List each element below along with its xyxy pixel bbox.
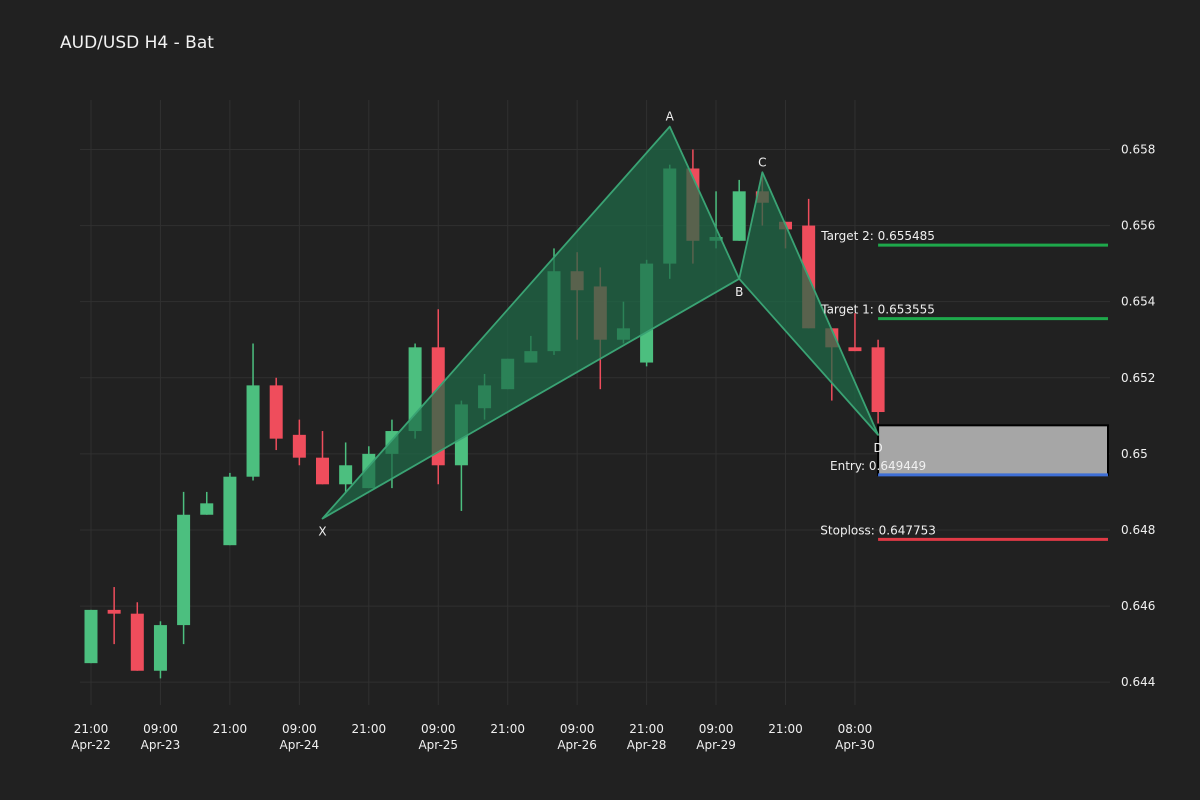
x-tick-date-label: Apr-22 [71, 738, 111, 752]
x-tick-date-label: Apr-30 [835, 738, 875, 752]
target1-label: Target 1: 0.653555 [820, 303, 935, 317]
x-tick-label: 09:00 [282, 722, 317, 736]
x-tick-label: 09:00 [143, 722, 178, 736]
x-tick-label: 09:00 [699, 722, 734, 736]
y-tick-label: 0.654 [1121, 295, 1155, 309]
x-tick-date-label: Apr-23 [141, 738, 181, 752]
x-tick-date-label: Apr-25 [418, 738, 458, 752]
pattern-point-label: B [735, 285, 743, 299]
x-tick-date-label: Apr-26 [557, 738, 597, 752]
y-tick-label: 0.656 [1121, 219, 1155, 233]
x-tick-label: 09:00 [560, 722, 595, 736]
candle-body [177, 514, 191, 626]
candle-body [200, 503, 214, 515]
candle-body [292, 434, 306, 458]
candle-body [153, 625, 167, 671]
x-tick-date-label: Apr-24 [280, 738, 320, 752]
candle-body [732, 191, 746, 241]
x-tick-label: 21:00 [74, 722, 109, 736]
x-tick-date-label: Apr-29 [696, 738, 736, 752]
x-tick-date-label: Apr-28 [627, 738, 667, 752]
pattern-triangle [321, 125, 741, 520]
candle-body [871, 347, 885, 413]
pattern-point-label: C [758, 155, 766, 169]
bat-pattern [321, 125, 879, 520]
pattern-point-label: X [318, 525, 326, 539]
y-tick-label: 0.652 [1121, 371, 1155, 385]
candle-body [84, 609, 98, 664]
y-tick-label: 0.644 [1121, 675, 1155, 689]
chart-title: AUD/USD H4 - Bat [60, 33, 214, 53]
x-tick-label: 21:00 [213, 722, 248, 736]
pattern-point-label: D [873, 441, 882, 455]
y-tick-label: 0.65 [1121, 447, 1148, 461]
candle-body [316, 457, 329, 485]
x-tick-label: 21:00 [768, 722, 803, 736]
x-tick-label: 21:00 [629, 722, 664, 736]
candle-body [107, 609, 121, 614]
grid-lines [80, 100, 1110, 705]
pattern-point-label: A [666, 110, 675, 124]
candle-body [130, 613, 144, 671]
stoploss-label: Stoploss: 0.647753 [820, 523, 936, 537]
x-tick-label: 21:00 [490, 722, 525, 736]
x-tick-label: 08:00 [838, 722, 873, 736]
entry-zone [877, 424, 1109, 476]
entry-label: Entry: 0.649449 [830, 459, 926, 473]
candle-body [848, 347, 862, 352]
y-tick-label: 0.658 [1121, 142, 1155, 156]
y-tick-label: 0.648 [1121, 523, 1155, 537]
y-tick-label: 0.646 [1121, 599, 1155, 613]
x-tick-label: 21:00 [352, 722, 387, 736]
candle-body [246, 385, 260, 477]
candle-body [223, 476, 237, 546]
target2-label: Target 2: 0.655485 [820, 229, 935, 243]
candle-body [339, 465, 353, 485]
x-tick-label: 09:00 [421, 722, 456, 736]
candle-body [269, 385, 283, 439]
pattern-triangle [738, 171, 879, 436]
